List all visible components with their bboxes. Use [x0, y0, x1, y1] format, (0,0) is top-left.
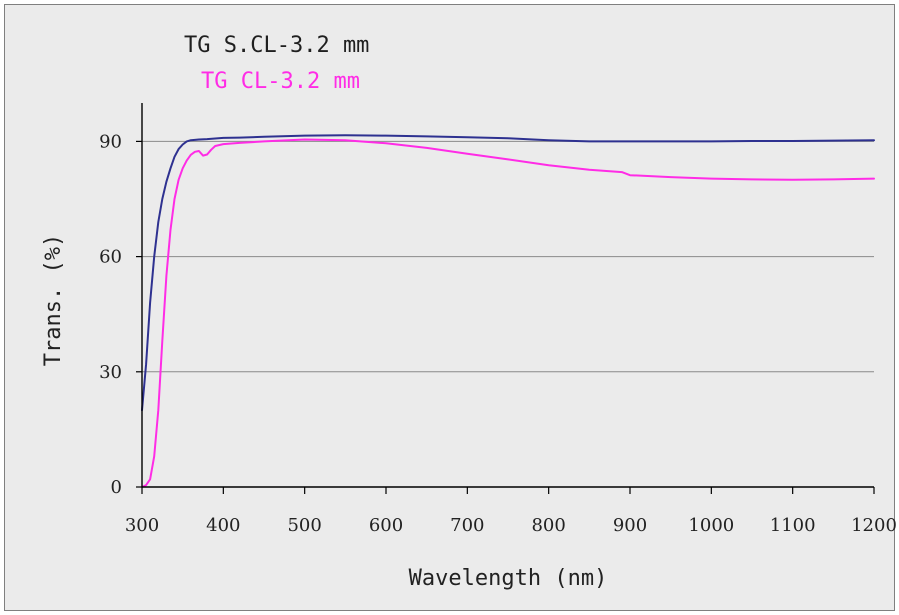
- y-tick-label: 60: [99, 247, 122, 268]
- legend-entry-2: TG CL-3.2 mm: [201, 69, 360, 94]
- legend: TG S.CL-3.2 mm TG CL-3.2 mm: [184, 33, 369, 94]
- y-tick-label: 0: [111, 477, 122, 498]
- x-tick-label: 800: [531, 515, 565, 536]
- y-tick-label: 90: [99, 131, 122, 152]
- x-axis-title: Wavelength (nm): [409, 566, 608, 591]
- x-tick-label: 600: [369, 515, 403, 536]
- y-tick-label: 30: [99, 362, 122, 383]
- y-axis-title: Trans. (%): [41, 234, 66, 366]
- x-tick-label: 1200: [851, 515, 897, 536]
- x-tick-label: 700: [450, 515, 484, 536]
- ticks: 0 30 60 90 300 400 500 600 700 800 900 1000 1100 1200: [99, 131, 897, 536]
- x-tick-label: 900: [613, 515, 647, 536]
- series-line-1: [141, 134, 875, 412]
- series-line-2: [141, 138, 875, 488]
- x-tick-label: 400: [206, 515, 240, 536]
- x-tick-label: 1000: [688, 515, 734, 536]
- x-tick-label: 500: [287, 515, 321, 536]
- plot-area: [142, 103, 874, 487]
- x-tick-label: 1100: [770, 515, 816, 536]
- legend-entry-1: TG S.CL-3.2 mm: [184, 33, 369, 58]
- x-tick-label: 300: [125, 515, 159, 536]
- series-layer: [141, 134, 875, 488]
